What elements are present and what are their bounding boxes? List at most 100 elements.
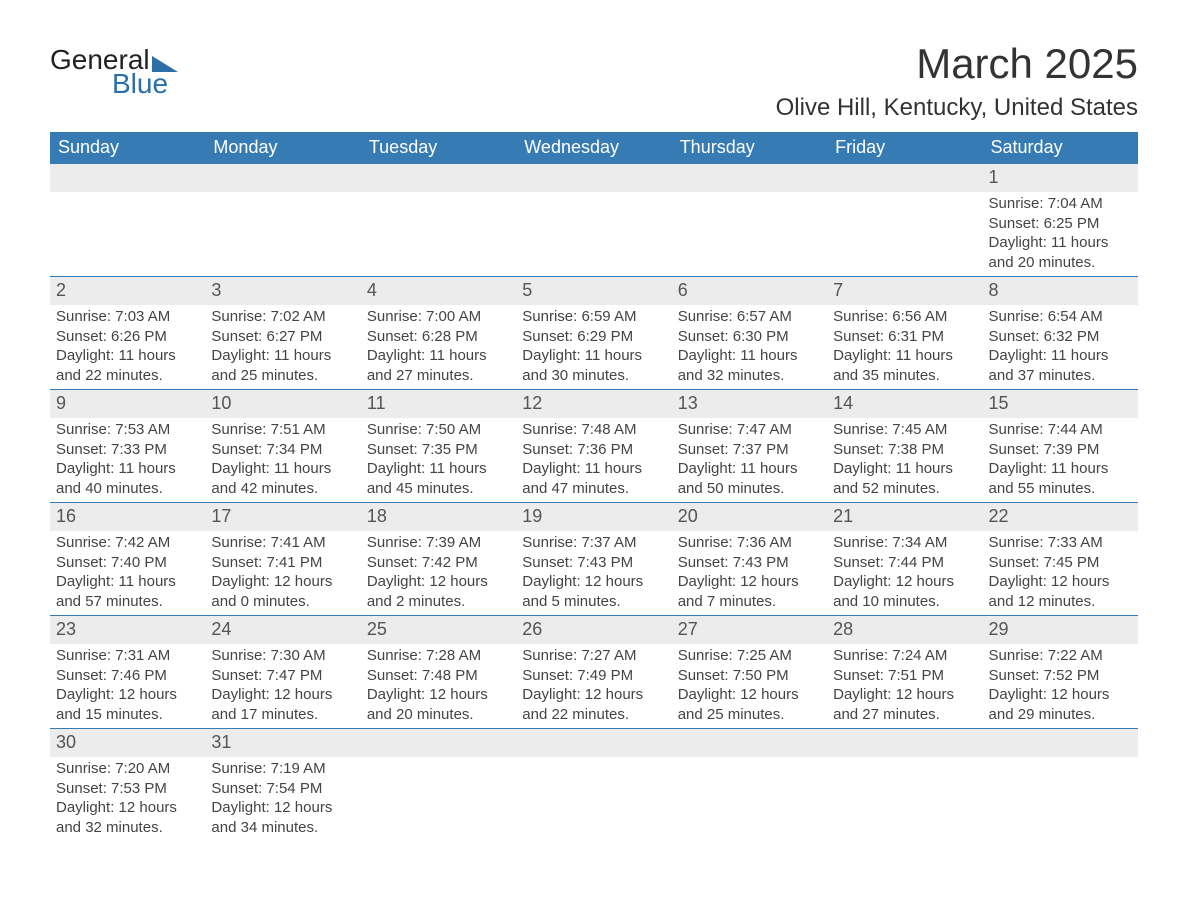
daylight-text: Daylight: 12 hours and 0 minutes. (211, 572, 354, 611)
day-data: Sunrise: 7:25 AMSunset: 7:50 PMDaylight:… (672, 644, 827, 728)
day-number: 24 (205, 616, 360, 644)
calendar-day-cell: 28Sunrise: 7:24 AMSunset: 7:51 PMDayligh… (827, 616, 982, 729)
calendar-day-cell: 27Sunrise: 7:25 AMSunset: 7:50 PMDayligh… (672, 616, 827, 729)
day-data: Sunrise: 7:36 AMSunset: 7:43 PMDaylight:… (672, 531, 827, 615)
daylight-text: Daylight: 12 hours and 32 minutes. (56, 798, 199, 837)
calendar-day-cell: 9Sunrise: 7:53 AMSunset: 7:33 PMDaylight… (50, 390, 205, 503)
day-data: Sunrise: 7:44 AMSunset: 7:39 PMDaylight:… (983, 418, 1138, 502)
sunrise-text: Sunrise: 7:02 AM (211, 307, 354, 327)
day-data: Sunrise: 7:27 AMSunset: 7:49 PMDaylight:… (516, 644, 671, 728)
calendar-day-cell: 14Sunrise: 7:45 AMSunset: 7:38 PMDayligh… (827, 390, 982, 503)
weekday-header: Friday (827, 132, 982, 164)
day-number: 29 (983, 616, 1138, 644)
sunrise-text: Sunrise: 7:48 AM (522, 420, 665, 440)
day-number: 19 (516, 503, 671, 531)
day-data (205, 192, 360, 276)
day-data: Sunrise: 7:28 AMSunset: 7:48 PMDaylight:… (361, 644, 516, 728)
sunrise-text: Sunrise: 7:22 AM (989, 646, 1132, 666)
daylight-text: Daylight: 12 hours and 2 minutes. (367, 572, 510, 611)
daylight-text: Daylight: 11 hours and 40 minutes. (56, 459, 199, 498)
daylight-text: Daylight: 12 hours and 27 minutes. (833, 685, 976, 724)
daylight-text: Daylight: 11 hours and 20 minutes. (989, 233, 1132, 272)
calendar-day-cell (516, 729, 671, 842)
sunrise-text: Sunrise: 7:36 AM (678, 533, 821, 553)
sunrise-text: Sunrise: 7:39 AM (367, 533, 510, 553)
sunset-text: Sunset: 7:33 PM (56, 440, 199, 460)
calendar-day-cell: 12Sunrise: 7:48 AMSunset: 7:36 PMDayligh… (516, 390, 671, 503)
sunset-text: Sunset: 7:34 PM (211, 440, 354, 460)
calendar-table: Sunday Monday Tuesday Wednesday Thursday… (50, 132, 1138, 841)
weekday-header: Sunday (50, 132, 205, 164)
sunset-text: Sunset: 7:46 PM (56, 666, 199, 686)
calendar-week-row: 1Sunrise: 7:04 AMSunset: 6:25 PMDaylight… (50, 164, 1138, 277)
day-number: 31 (205, 729, 360, 757)
logo: General Blue (50, 44, 178, 100)
sunset-text: Sunset: 7:42 PM (367, 553, 510, 573)
calendar-day-cell: 1Sunrise: 7:04 AMSunset: 6:25 PMDaylight… (983, 164, 1138, 277)
calendar-week-row: 9Sunrise: 7:53 AMSunset: 7:33 PMDaylight… (50, 390, 1138, 503)
calendar-day-cell: 7Sunrise: 6:56 AMSunset: 6:31 PMDaylight… (827, 277, 982, 390)
day-number: 13 (672, 390, 827, 418)
sunset-text: Sunset: 7:54 PM (211, 779, 354, 799)
logo-text-blue: Blue (112, 68, 168, 100)
sunrise-text: Sunrise: 7:19 AM (211, 759, 354, 779)
daylight-text: Daylight: 11 hours and 57 minutes. (56, 572, 199, 611)
day-data: Sunrise: 7:02 AMSunset: 6:27 PMDaylight:… (205, 305, 360, 389)
day-data (827, 757, 982, 841)
day-number: 4 (361, 277, 516, 305)
sunrise-text: Sunrise: 6:59 AM (522, 307, 665, 327)
calendar-day-cell: 5Sunrise: 6:59 AMSunset: 6:29 PMDaylight… (516, 277, 671, 390)
sunset-text: Sunset: 7:48 PM (367, 666, 510, 686)
day-data (827, 192, 982, 276)
title-block: March 2025 Olive Hill, Kentucky, United … (776, 40, 1138, 122)
day-data: Sunrise: 7:47 AMSunset: 7:37 PMDaylight:… (672, 418, 827, 502)
weekday-header: Thursday (672, 132, 827, 164)
daylight-text: Daylight: 11 hours and 27 minutes. (367, 346, 510, 385)
sunset-text: Sunset: 7:37 PM (678, 440, 821, 460)
calendar-day-cell: 16Sunrise: 7:42 AMSunset: 7:40 PMDayligh… (50, 503, 205, 616)
sunrise-text: Sunrise: 7:24 AM (833, 646, 976, 666)
sunrise-text: Sunrise: 6:57 AM (678, 307, 821, 327)
day-number: 25 (361, 616, 516, 644)
sunrise-text: Sunrise: 6:56 AM (833, 307, 976, 327)
daylight-text: Daylight: 11 hours and 52 minutes. (833, 459, 976, 498)
daylight-text: Daylight: 11 hours and 32 minutes. (678, 346, 821, 385)
day-number: 26 (516, 616, 671, 644)
sunset-text: Sunset: 7:45 PM (989, 553, 1132, 573)
day-number: 14 (827, 390, 982, 418)
day-data: Sunrise: 7:04 AMSunset: 6:25 PMDaylight:… (983, 192, 1138, 276)
sunset-text: Sunset: 7:50 PM (678, 666, 821, 686)
day-data: Sunrise: 7:53 AMSunset: 7:33 PMDaylight:… (50, 418, 205, 502)
sunset-text: Sunset: 7:35 PM (367, 440, 510, 460)
day-data: Sunrise: 7:48 AMSunset: 7:36 PMDaylight:… (516, 418, 671, 502)
weekday-header: Tuesday (361, 132, 516, 164)
sunset-text: Sunset: 7:49 PM (522, 666, 665, 686)
calendar-day-cell (672, 164, 827, 277)
day-data: Sunrise: 7:20 AMSunset: 7:53 PMDaylight:… (50, 757, 205, 841)
calendar-day-cell: 2Sunrise: 7:03 AMSunset: 6:26 PMDaylight… (50, 277, 205, 390)
sunset-text: Sunset: 6:27 PM (211, 327, 354, 347)
daylight-text: Daylight: 12 hours and 29 minutes. (989, 685, 1132, 724)
sunrise-text: Sunrise: 7:27 AM (522, 646, 665, 666)
sunrise-text: Sunrise: 7:53 AM (56, 420, 199, 440)
day-number: 30 (50, 729, 205, 757)
sunset-text: Sunset: 6:31 PM (833, 327, 976, 347)
sunset-text: Sunset: 6:26 PM (56, 327, 199, 347)
calendar-day-cell: 3Sunrise: 7:02 AMSunset: 6:27 PMDaylight… (205, 277, 360, 390)
day-data (50, 192, 205, 276)
day-number (672, 729, 827, 757)
day-number (827, 164, 982, 192)
sunrise-text: Sunrise: 7:30 AM (211, 646, 354, 666)
calendar-day-cell: 29Sunrise: 7:22 AMSunset: 7:52 PMDayligh… (983, 616, 1138, 729)
day-number: 10 (205, 390, 360, 418)
daylight-text: Daylight: 11 hours and 37 minutes. (989, 346, 1132, 385)
day-data: Sunrise: 6:54 AMSunset: 6:32 PMDaylight:… (983, 305, 1138, 389)
header: General Blue March 2025 Olive Hill, Kent… (50, 40, 1138, 122)
calendar-day-cell: 26Sunrise: 7:27 AMSunset: 7:49 PMDayligh… (516, 616, 671, 729)
sunrise-text: Sunrise: 7:28 AM (367, 646, 510, 666)
calendar-day-cell (827, 164, 982, 277)
day-data (672, 757, 827, 841)
day-number: 17 (205, 503, 360, 531)
sunset-text: Sunset: 7:39 PM (989, 440, 1132, 460)
day-data: Sunrise: 7:34 AMSunset: 7:44 PMDaylight:… (827, 531, 982, 615)
